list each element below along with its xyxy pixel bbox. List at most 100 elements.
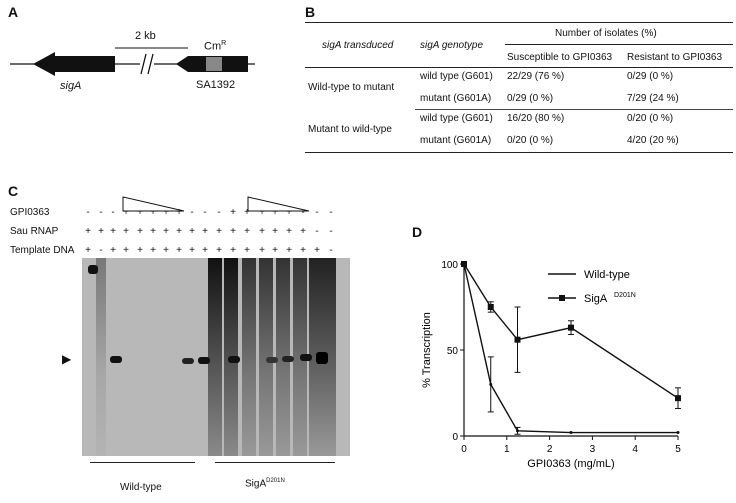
row-resistant: 7/29 (24 %) — [627, 93, 679, 104]
wedge-siga — [247, 196, 310, 212]
lane-mark: + — [244, 245, 250, 256]
lane-mark: + — [202, 226, 208, 237]
lane-mark: + — [286, 245, 292, 256]
lane-mark: - — [190, 207, 194, 218]
lane-mark: + — [259, 207, 265, 218]
y-tick-label: 0 — [452, 432, 458, 443]
lane-mark: + — [110, 245, 116, 256]
row-susceptible: 0/20 (0 %) — [507, 135, 554, 146]
row-genotype: wild type (G601) — [420, 113, 493, 124]
gel-image — [82, 258, 350, 456]
lane-mark: - — [315, 226, 319, 237]
data-point — [675, 395, 681, 402]
lane-mark: + — [189, 226, 195, 237]
row-resistant: 0/29 (0 %) — [627, 71, 674, 82]
legend-marker — [559, 295, 565, 301]
row-genotype: wild type (G601) — [420, 71, 493, 82]
lane-mark: + — [244, 226, 250, 237]
lane-mark: + — [272, 226, 278, 237]
row-label-rnap: Sau RNAP — [10, 226, 59, 237]
gene-map — [10, 47, 255, 76]
gel-band — [198, 357, 210, 364]
lane-mark: + — [110, 226, 116, 237]
lane-mark: - — [217, 207, 221, 218]
row-susceptible: 22/29 (76 %) — [507, 71, 565, 82]
sigA-gene-label: sigA — [60, 80, 82, 92]
lane-mark: + — [272, 245, 278, 256]
lane-mark: - — [315, 207, 319, 218]
header-resistant: Resistant to GPI0363 — [627, 52, 723, 63]
lane-mark: + — [300, 226, 306, 237]
lane-mark: + — [259, 245, 265, 256]
cmr-box — [206, 57, 222, 71]
data-point — [514, 336, 521, 343]
sa1392-label: SA1392 — [196, 79, 236, 91]
lane-mark: + — [150, 245, 156, 256]
panel-label-d: D — [412, 224, 423, 240]
lane-mark: + — [230, 226, 236, 237]
row-resistant: 0/20 (0 %) — [627, 113, 674, 124]
lane-mark: + — [259, 226, 265, 237]
lane-mark: + — [137, 226, 143, 237]
row-susceptible: 16/20 (80 %) — [507, 113, 565, 124]
lane-mark: - — [329, 226, 333, 237]
legend-label: SigA — [584, 293, 608, 305]
panel-label-c: C — [8, 183, 19, 199]
lane-mark: - — [329, 245, 333, 256]
x-axis-label: GPI0363 (mg/mL) — [527, 458, 614, 470]
header-susceptible: Susceptible to GPI0363 — [507, 52, 613, 63]
series-line — [463, 263, 678, 434]
header-genotype: sigA genotype — [420, 40, 484, 51]
group-label-siga: SigAD201N — [245, 478, 285, 490]
scale-label: 2 kb — [135, 30, 156, 42]
gel-band — [282, 356, 294, 362]
gradient-wedges — [122, 196, 310, 212]
gel-well — [88, 265, 98, 274]
lane-mark: + — [85, 226, 91, 237]
lane-mark: + — [230, 245, 236, 256]
group-label-wild-type: Wild-type — [120, 482, 162, 493]
data-point — [568, 324, 574, 331]
lane-mark: + — [286, 207, 292, 218]
lane-mark: + — [176, 207, 182, 218]
data-point — [487, 304, 494, 310]
gel-band — [266, 357, 278, 363]
y-axis-label: % Transcription — [421, 312, 433, 388]
lane-mark: + — [216, 245, 222, 256]
lane-mark: - — [111, 207, 115, 218]
header-transduced: sigA transduced — [322, 40, 394, 51]
data-point — [489, 382, 493, 386]
legend-label: Wild-type — [584, 269, 630, 281]
lane-mark: - — [301, 207, 305, 218]
lane-mark: + — [163, 226, 169, 237]
lane-mark: + — [314, 245, 320, 256]
row-genotype: mutant (G601A) — [420, 135, 492, 146]
lane-mark: + — [163, 207, 169, 218]
lane-mark: + — [176, 245, 182, 256]
lane-mark: + — [300, 245, 306, 256]
x-tick-label: 0 — [461, 444, 467, 455]
lane-mark: + — [150, 226, 156, 237]
row-susceptible: 0/29 (0 %) — [507, 93, 554, 104]
gel-band — [300, 354, 312, 361]
group-name: Mutant to wild-type — [308, 124, 392, 135]
lane-mark: + — [230, 207, 236, 218]
legend-label-sup: D201N — [614, 292, 636, 299]
group-name: Wild-type to mutant — [308, 82, 395, 93]
wedge-wild-type — [122, 196, 185, 212]
x-tick-label: 4 — [632, 444, 638, 455]
lane-mark: - — [99, 245, 103, 256]
y-tick-label: 100 — [441, 260, 458, 271]
lane-mark: + — [286, 226, 292, 237]
lane-mark: - — [329, 207, 333, 218]
row-resistant: 4/20 (20 %) — [627, 135, 679, 146]
x-tick-label: 5 — [675, 444, 681, 455]
lane-mark: + — [123, 226, 129, 237]
gel-smear — [208, 258, 222, 456]
y-tick-label: 50 — [447, 346, 459, 357]
lane-mark: + — [137, 245, 143, 256]
lane-mark: + — [123, 245, 129, 256]
lane-mark: + — [163, 245, 169, 256]
lane-mark: + — [85, 245, 91, 256]
